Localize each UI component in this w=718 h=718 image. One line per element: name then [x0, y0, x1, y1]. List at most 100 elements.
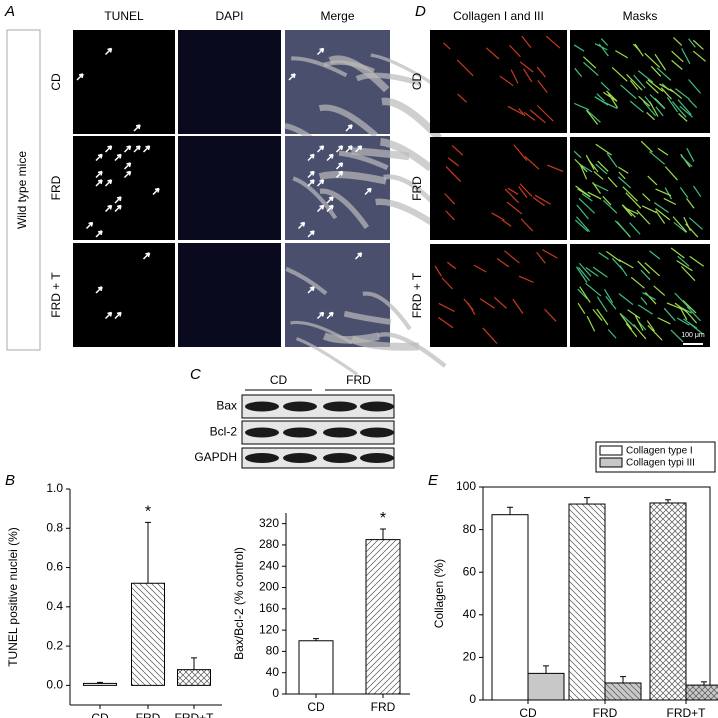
y-tick-label: 40 — [266, 665, 280, 679]
arrow — [316, 311, 325, 320]
fiber — [686, 147, 695, 162]
fiber — [482, 327, 498, 344]
fiber — [434, 265, 442, 277]
bar — [298, 640, 334, 695]
x-tick-label: CD — [307, 700, 325, 714]
fiber — [602, 195, 612, 206]
fiber — [666, 302, 683, 310]
y-tick-label: 160 — [259, 601, 279, 615]
fiber — [629, 222, 641, 235]
bar — [491, 514, 529, 701]
fiber — [683, 216, 691, 231]
arrow — [316, 179, 325, 187]
fiber — [644, 262, 661, 277]
fiber — [692, 50, 707, 62]
band — [323, 427, 357, 438]
fiber — [622, 186, 639, 202]
fiber — [659, 83, 674, 93]
arrow — [85, 221, 94, 230]
fiber — [441, 277, 454, 290]
arrow — [307, 170, 315, 179]
y-tick-label: 0 — [272, 686, 279, 700]
error-bar — [97, 681, 103, 684]
bar — [527, 672, 565, 701]
column-header: TUNEL — [104, 9, 144, 23]
fiber — [524, 155, 540, 170]
fiber — [518, 186, 528, 199]
arrow — [307, 153, 315, 162]
fiber — [680, 308, 688, 321]
fiber — [576, 216, 591, 233]
fiber — [614, 220, 629, 235]
fiber — [595, 163, 608, 175]
fiber — [519, 183, 533, 198]
fiber — [637, 70, 654, 83]
micrograph — [178, 243, 281, 347]
fiber — [615, 50, 629, 59]
fiber — [437, 316, 454, 329]
arrow — [354, 145, 363, 153]
fiber — [519, 61, 534, 73]
band — [245, 401, 279, 412]
fiber — [640, 296, 648, 306]
error-bar — [543, 665, 549, 674]
fiber — [574, 158, 588, 173]
error-bar — [380, 528, 386, 540]
fiber — [596, 308, 609, 326]
fiber — [623, 206, 639, 215]
y-tick-label: 80 — [463, 522, 477, 536]
tissue-streak — [290, 320, 353, 345]
fiber — [592, 266, 608, 278]
fiber — [578, 266, 591, 282]
fiber — [578, 262, 592, 277]
fiber — [671, 101, 687, 118]
fiber — [442, 42, 451, 50]
fiber — [680, 155, 693, 167]
panel-label: C — [190, 366, 201, 383]
x-tick-label: FRD+T — [667, 706, 707, 718]
fiber — [573, 102, 590, 111]
fiber — [444, 193, 456, 205]
fiber — [493, 296, 507, 309]
fiber — [542, 249, 558, 259]
error-bar — [665, 499, 671, 503]
bar — [131, 582, 165, 686]
fiber — [509, 44, 521, 58]
band — [283, 453, 317, 463]
arrow — [307, 179, 315, 187]
fiber — [644, 292, 657, 305]
fiber — [621, 204, 633, 217]
fiber — [522, 68, 533, 83]
fiber — [649, 94, 666, 110]
fiber — [518, 108, 526, 117]
y-tick-label: 120 — [259, 622, 279, 636]
fiber — [653, 285, 666, 296]
fiber — [586, 109, 599, 125]
fiber — [638, 95, 651, 107]
arrow — [307, 230, 315, 238]
error-bar — [507, 506, 513, 515]
fiber — [686, 306, 702, 322]
fiber — [632, 43, 641, 52]
fiber — [438, 302, 455, 313]
y-tick-label: 80 — [266, 644, 280, 658]
fiber — [617, 176, 632, 189]
arrow — [288, 73, 296, 81]
arrow — [345, 145, 353, 153]
fiber — [679, 105, 693, 118]
error-bar — [145, 521, 151, 584]
band — [283, 401, 317, 412]
micrograph — [73, 243, 175, 347]
fiber — [656, 67, 672, 81]
arrow — [142, 252, 151, 260]
fiber — [671, 59, 683, 70]
fiber — [650, 65, 662, 77]
arrow — [297, 221, 306, 230]
fiber — [655, 210, 666, 224]
fiber — [670, 329, 684, 343]
tissue-streak — [328, 55, 390, 93]
fiber — [633, 74, 646, 89]
group-label: CD — [270, 373, 288, 387]
fiber — [575, 266, 588, 283]
y-tick-label: 0 — [469, 692, 476, 706]
